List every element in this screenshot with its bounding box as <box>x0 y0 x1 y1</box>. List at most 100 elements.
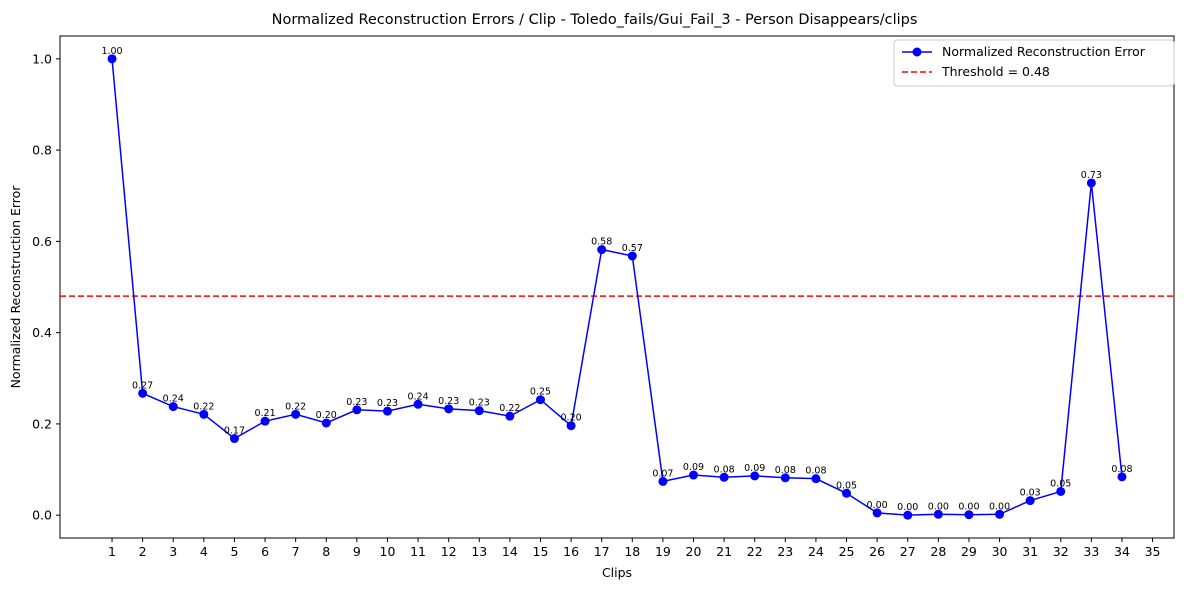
data-label: 0.22 <box>193 401 214 412</box>
legend-series-marker <box>912 47 922 57</box>
data-labels: 1.00 0.27 0.24 0.22 0.17 0.21 0.22 0.20 0.23 0.23… <box>101 46 1132 513</box>
chart-title: Normalized Reconstruction Errors / Clip … <box>272 12 918 28</box>
x-tick-label: 9 <box>353 544 361 559</box>
x-tick-label: 4 <box>200 544 208 559</box>
data-point <box>535 395 545 405</box>
data-label: 0.23 <box>377 398 398 409</box>
x-tick-label: 7 <box>292 544 300 559</box>
data-label: 0.57 <box>622 243 643 254</box>
data-point <box>719 472 729 482</box>
data-label: 0.24 <box>163 394 184 405</box>
x-tick-label: 14 <box>502 544 518 559</box>
data-label: 0.23 <box>469 398 490 409</box>
x-tick-label: 19 <box>655 544 671 559</box>
x-tick-label: 17 <box>594 544 610 559</box>
data-point <box>995 509 1005 519</box>
x-tick-label: 31 <box>1022 544 1038 559</box>
plot-area-frame <box>59 35 1175 539</box>
data-label: 0.08 <box>805 466 826 477</box>
data-point <box>260 416 270 426</box>
data-label: 0.27 <box>132 380 153 391</box>
x-tick-label: 10 <box>380 544 396 559</box>
x-tick-label: 13 <box>471 544 487 559</box>
data-label: 0.23 <box>438 396 459 407</box>
data-label: 1.00 <box>101 46 122 57</box>
data-point <box>352 405 362 415</box>
data-point <box>689 470 699 480</box>
x-tick-label: 27 <box>900 544 916 559</box>
legend-series-label: Normalized Reconstruction Error <box>942 44 1146 59</box>
y-tick-label: 0.6 <box>32 234 52 249</box>
data-label: 0.73 <box>1081 170 1102 181</box>
data-label: 0.22 <box>499 403 520 414</box>
data-point <box>291 409 301 419</box>
data-label: 0.07 <box>652 468 673 479</box>
x-tick-label: 25 <box>839 544 855 559</box>
data-label: 0.05 <box>1050 478 1071 489</box>
x-axis-ticks: 1 2 3 4 5 6 7 8 9 10 11 12 13 14 15 16 17 18 19 20 21 22 23 24 2… <box>108 538 1161 559</box>
y-tick-label: 0.2 <box>32 416 52 431</box>
data-point <box>107 54 117 64</box>
data-label: 0.25 <box>530 387 551 398</box>
y-tick-label: 0.0 <box>32 508 52 523</box>
legend-threshold-label: Threshold = 0.48 <box>941 64 1050 79</box>
data-label: 0.09 <box>744 463 765 474</box>
series-markers <box>107 54 1127 520</box>
data-label: 0.24 <box>407 391 428 402</box>
data-label: 0.20 <box>316 410 337 421</box>
x-tick-label: 28 <box>930 544 946 559</box>
x-tick-label: 12 <box>441 544 457 559</box>
x-tick-label: 29 <box>961 544 977 559</box>
x-tick-label: 22 <box>747 544 763 559</box>
data-label: 0.22 <box>285 401 306 412</box>
data-point <box>964 510 974 520</box>
x-tick-label: 11 <box>410 544 426 559</box>
data-point <box>811 474 821 484</box>
x-tick-label: 30 <box>992 544 1008 559</box>
data-label: 0.09 <box>683 462 704 473</box>
x-tick-label: 35 <box>1145 544 1161 559</box>
x-tick-label: 16 <box>563 544 579 559</box>
data-point <box>566 421 576 431</box>
data-point <box>474 406 484 416</box>
x-tick-label: 8 <box>322 544 330 559</box>
data-label: 0.20 <box>561 413 582 424</box>
data-point <box>382 406 392 416</box>
legend: Normalized Reconstruction Error Threshol… <box>893 39 1175 87</box>
x-tick-label: 23 <box>777 544 793 559</box>
y-axis-label: Normalized Reconstruction Error <box>8 185 23 389</box>
data-point <box>872 508 882 518</box>
data-point <box>229 434 239 444</box>
data-point <box>199 409 209 419</box>
x-tick-label: 26 <box>869 544 885 559</box>
data-point <box>750 471 760 481</box>
data-label: 0.00 <box>897 502 918 513</box>
data-point <box>1117 472 1127 482</box>
x-tick-label: 1 <box>108 544 116 559</box>
data-point <box>597 245 607 255</box>
data-point <box>505 411 515 421</box>
data-label: 0.23 <box>346 397 367 408</box>
data-point <box>1025 496 1035 506</box>
data-point <box>933 509 943 519</box>
data-point <box>842 488 852 498</box>
data-point <box>413 399 423 409</box>
data-point <box>780 473 790 483</box>
data-point <box>1086 178 1096 188</box>
legend-box <box>893 39 1175 87</box>
data-label: 0.08 <box>775 465 796 476</box>
data-point <box>168 402 178 412</box>
x-tick-label: 5 <box>230 544 238 559</box>
x-tick-label: 2 <box>139 544 147 559</box>
series-line <box>111 58 1123 516</box>
data-label: 0.00 <box>958 502 979 513</box>
x-tick-label: 15 <box>533 544 549 559</box>
y-tick-label: 0.8 <box>32 143 52 158</box>
data-label: 0.00 <box>928 501 949 512</box>
data-point <box>138 388 148 398</box>
x-tick-label: 32 <box>1053 544 1069 559</box>
x-tick-label: 20 <box>686 544 702 559</box>
data-label: 0.03 <box>1020 488 1041 499</box>
x-axis-label: Clips <box>602 565 632 580</box>
